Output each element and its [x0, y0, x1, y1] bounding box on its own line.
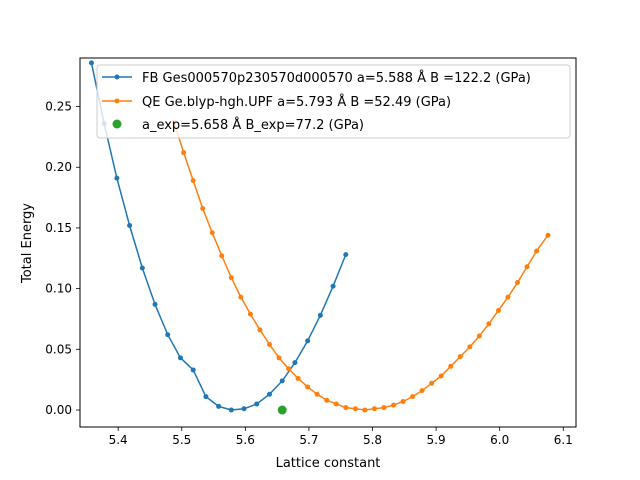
x-tick-label: 5.6	[236, 433, 255, 447]
x-tick-label: 5.5	[172, 433, 191, 447]
series-0-point	[127, 223, 133, 229]
series-1-point	[362, 407, 368, 413]
legend-marker-exp	[112, 119, 122, 129]
series-0-point	[343, 252, 349, 258]
series-1-point	[352, 406, 358, 412]
series-0-point	[114, 175, 120, 181]
x-axis-label: Lattice constant	[276, 456, 381, 471]
series-1-point	[467, 344, 473, 350]
series-1-point	[429, 380, 435, 386]
series-1-point	[314, 391, 320, 397]
series-1-point	[200, 206, 206, 212]
series-1-line	[173, 122, 549, 411]
series-1-point	[438, 373, 444, 379]
series-1-point	[448, 363, 454, 369]
y-tick-label: 0.00	[45, 403, 72, 417]
legend-marker-fb	[114, 74, 120, 80]
y-axis-label: Total Energy	[20, 203, 35, 284]
series-0-point	[254, 401, 260, 407]
series-1-point	[524, 264, 530, 270]
series-1-point	[305, 384, 311, 390]
series-0-point	[292, 360, 298, 366]
series-1-point	[343, 405, 349, 411]
plot-frame	[79, 57, 577, 428]
legend-marker-qe	[114, 98, 120, 104]
series-0-point	[177, 355, 183, 361]
series-1-point	[181, 150, 187, 156]
y-tick-label: 0.25	[45, 100, 72, 114]
series-0-point	[216, 403, 222, 409]
series-0-point	[152, 301, 158, 307]
legend-label-fb: FB Ges000570p230570d000570 a=5.588 Å B =…	[142, 70, 531, 86]
series-1-point	[190, 178, 196, 184]
series-1-point	[238, 294, 244, 300]
series-0-point	[203, 394, 209, 400]
legend: FB Ges000570p230570d000570 a=5.588 Å B =…	[96, 64, 571, 139]
series-1-point	[247, 311, 253, 317]
series-1-point	[276, 355, 282, 361]
series-0-point	[241, 406, 247, 412]
y-axis-ticks: 0.00 0.05 0.10 0.15 0.20 0.25	[45, 100, 80, 417]
series-1-point	[228, 275, 234, 281]
series-1-point	[371, 406, 377, 412]
series-0-point	[88, 60, 94, 66]
series-0-point	[279, 378, 285, 384]
series-layer	[88, 60, 551, 415]
y-tick-label: 0.10	[45, 282, 72, 296]
series-1-point	[410, 394, 416, 400]
x-tick-label: 5.8	[363, 433, 382, 447]
series-1-point	[457, 354, 463, 360]
series-1-point	[333, 401, 339, 407]
x-tick-label: 5.9	[427, 433, 446, 447]
series-0-point	[228, 407, 234, 413]
series-1-point	[400, 399, 406, 405]
series-1-point	[514, 280, 520, 286]
x-tick-label: 6.1	[554, 433, 573, 447]
series-1-point	[381, 405, 387, 411]
series-1-point	[295, 375, 301, 381]
x-tick-label: 5.7	[299, 433, 318, 447]
y-tick-label: 0.15	[45, 221, 72, 235]
series-1-point	[534, 248, 540, 254]
legend-label-exp: a_exp=5.658 Å B_exp=77.2 (GPa)	[142, 117, 364, 133]
series-0-point	[190, 367, 196, 373]
series-1-point	[266, 341, 272, 347]
series-1-point	[257, 327, 263, 333]
x-tick-label: 6.0	[490, 433, 509, 447]
y-tick-label: 0.05	[45, 342, 72, 356]
series-1-point	[545, 232, 551, 238]
series-1-point	[324, 397, 330, 403]
series-0-point	[139, 265, 145, 271]
series-1-point	[419, 388, 425, 394]
series-0-point	[266, 391, 272, 397]
legend-label-qe: QE Ge.blyp-hgh.UPF a=5.793 Å B =52.49 (G…	[142, 94, 451, 110]
series-1-point	[286, 366, 292, 372]
series-0-point	[165, 332, 171, 338]
series-1-point	[495, 307, 501, 313]
series-0-point	[317, 312, 323, 318]
series-1-point	[390, 402, 396, 408]
series-1-point	[209, 230, 215, 236]
series-1-point	[476, 333, 482, 339]
series-1-point	[505, 294, 511, 300]
series-1-point	[486, 321, 492, 327]
series-0-point	[305, 338, 311, 344]
y-tick-label: 0.20	[45, 160, 72, 174]
series-0-point	[330, 283, 336, 289]
x-tick-label: 5.4	[109, 433, 128, 447]
series-2-point	[277, 405, 287, 415]
series-1-point	[219, 253, 225, 259]
legend-box	[96, 64, 571, 139]
x-axis-ticks: 5.4 5.5 5.6 5.7 5.8 5.9 6.0 6.1	[109, 427, 573, 447]
